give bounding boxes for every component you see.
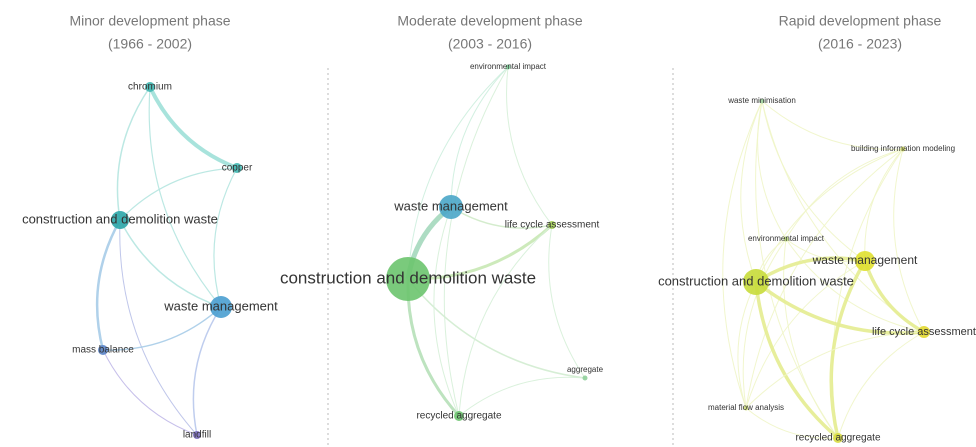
edge [407, 66, 509, 280]
node-label: construction and demolition waste [280, 268, 536, 287]
node [548, 221, 556, 229]
node [743, 405, 749, 411]
panel-title: Moderate development phase [397, 13, 582, 29]
node-label: recycled aggregate [416, 411, 501, 422]
edge [148, 86, 222, 308]
node-label: waste management [393, 198, 508, 213]
edge [785, 148, 904, 240]
node [918, 326, 930, 338]
node-label: waste management [812, 253, 918, 267]
edge [443, 66, 509, 417]
edge [119, 167, 238, 221]
edge [783, 238, 839, 439]
edge [450, 66, 509, 208]
node [454, 411, 464, 421]
node-label: copper [222, 163, 253, 174]
edge [761, 100, 866, 262]
node-label: environmental impact [470, 62, 547, 71]
node-label: mass balance [72, 345, 134, 356]
edge [745, 260, 866, 409]
edge [761, 100, 904, 150]
node-label: environmental impact [748, 234, 825, 243]
edge [757, 100, 787, 240]
edge [116, 86, 151, 221]
edge [745, 331, 925, 409]
node-label: construction and demolition waste [658, 273, 854, 288]
node [582, 375, 588, 381]
edge [95, 219, 122, 351]
node-label: life cycle assessment [505, 220, 600, 231]
edge [407, 278, 586, 379]
node [386, 257, 430, 301]
node [145, 82, 155, 92]
node-label: aggregate [567, 365, 604, 374]
node-label: waste management [163, 298, 278, 313]
edge [755, 148, 904, 283]
edge [548, 224, 586, 379]
node-label: recycled aggregate [795, 433, 880, 444]
node-label: material flow analysis [708, 403, 784, 412]
edge [864, 148, 904, 262]
panel-period: (1966 - 2002) [108, 36, 192, 52]
node-label: chromium [128, 82, 172, 93]
edge [754, 281, 840, 440]
node-label: construction and demolition waste [22, 211, 218, 226]
node [232, 163, 242, 173]
edge [148, 86, 238, 170]
edge [192, 306, 222, 436]
edge [737, 281, 757, 409]
node [111, 211, 129, 229]
edge [829, 260, 867, 439]
node [439, 195, 463, 219]
node [210, 296, 232, 318]
edge [102, 306, 222, 351]
node [900, 146, 906, 152]
node-label: life cycle assessment [872, 326, 976, 338]
node [783, 236, 789, 242]
node [193, 431, 201, 439]
edge [893, 148, 925, 333]
node [98, 345, 108, 355]
edge [119, 219, 198, 436]
edge [742, 238, 787, 409]
edge [102, 349, 198, 436]
edge [863, 260, 925, 334]
node [759, 98, 765, 104]
node [743, 269, 769, 295]
panel-period: (2016 - 2023) [818, 36, 902, 52]
node [505, 64, 511, 70]
node [833, 433, 843, 443]
edge [745, 407, 839, 439]
node-label: waste minimisation [727, 96, 796, 105]
edge [433, 206, 460, 417]
edge [213, 167, 238, 308]
edge [837, 331, 925, 439]
panel-period: (2003 - 2016) [448, 36, 532, 52]
node [855, 251, 875, 271]
panel-title: Rapid development phase [779, 13, 942, 29]
edge [458, 376, 586, 417]
edge [458, 224, 553, 417]
edge [722, 100, 763, 409]
edge [119, 219, 222, 308]
panel-title: Minor development phase [69, 13, 230, 29]
edge [506, 66, 553, 226]
node-label: landfill [183, 430, 211, 441]
edge [831, 148, 904, 439]
edge [740, 100, 763, 283]
node-label: building information modeling [851, 144, 955, 153]
